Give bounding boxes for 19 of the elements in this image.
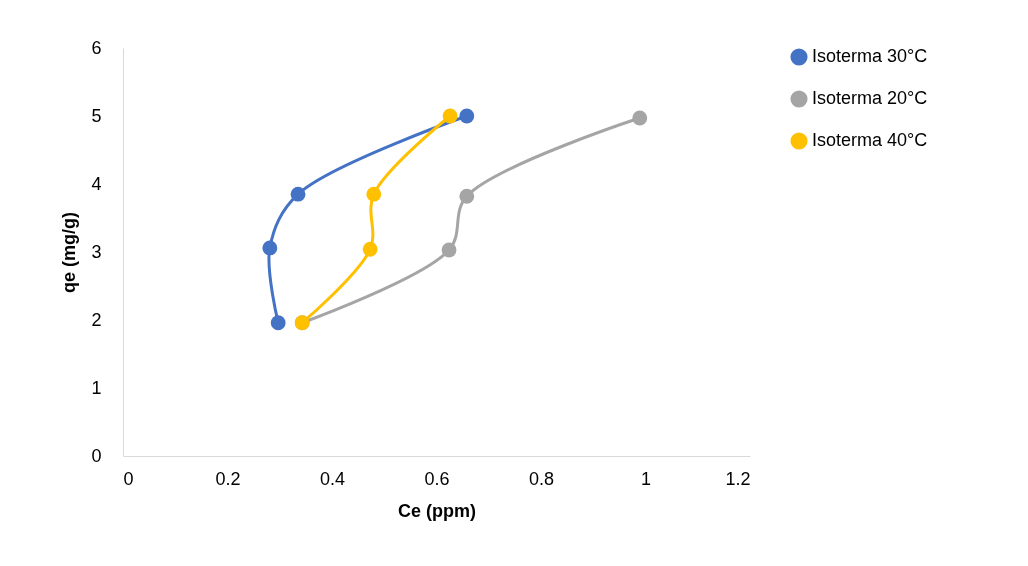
x-tick-label: 0.6 (424, 468, 450, 489)
x-axis-title: Ce (ppm) (398, 500, 476, 521)
x-tick-label: 0 (123, 468, 134, 489)
legend-label: Isoterma 30°C (812, 46, 928, 66)
y-tick-label: 4 (91, 173, 102, 194)
x-tick-label: 0.4 (319, 468, 346, 489)
x-tick-label: 0.8 (528, 468, 555, 489)
y-tick-label: 0 (91, 445, 102, 466)
x-tick-label: 1 (640, 468, 652, 489)
y-tick-label: 2 (91, 309, 102, 330)
y-tick-label: 6 (91, 37, 102, 58)
y-axis-title: qe (mg/g) (59, 212, 80, 293)
y-tick-label: 3 (91, 241, 102, 262)
y-tick-label: 5 (91, 105, 102, 126)
y-tick-label: 1 (91, 377, 102, 398)
x-tick-label: 1.2 (725, 468, 751, 489)
x-tick-label: 0.2 (215, 468, 241, 489)
legend-label: Isoterma 40°C (812, 130, 928, 150)
legend-label: Isoterma 20°C (812, 88, 928, 108)
